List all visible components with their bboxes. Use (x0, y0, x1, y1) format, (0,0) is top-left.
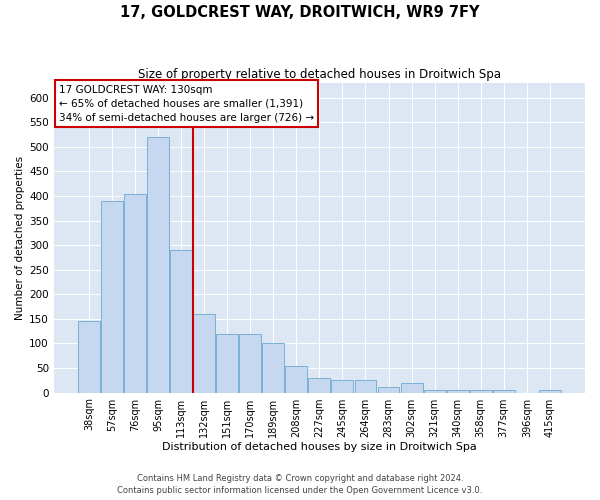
Text: Contains HM Land Registry data © Crown copyright and database right 2024.
Contai: Contains HM Land Registry data © Crown c… (118, 474, 482, 495)
Y-axis label: Number of detached properties: Number of detached properties (15, 156, 25, 320)
Bar (286, 366, 307, 392)
Bar (355, 380, 376, 392)
Bar (124, 194, 146, 392)
Bar (447, 390, 469, 392)
Bar (424, 390, 446, 392)
Bar (216, 334, 238, 392)
Bar (78, 322, 100, 392)
Bar (101, 201, 123, 392)
Text: 17 GOLDCREST WAY: 130sqm
← 65% of detached houses are smaller (1,391)
34% of sem: 17 GOLDCREST WAY: 130sqm ← 65% of detach… (59, 84, 314, 122)
Bar (147, 137, 169, 392)
Bar (308, 378, 331, 392)
Bar (401, 383, 422, 392)
Bar (331, 380, 353, 392)
Bar (239, 334, 261, 392)
Bar (377, 386, 400, 392)
Bar (539, 390, 561, 392)
X-axis label: Distribution of detached houses by size in Droitwich Spa: Distribution of detached houses by size … (162, 442, 477, 452)
Bar (193, 314, 215, 392)
Bar (470, 390, 491, 392)
Bar (493, 390, 515, 392)
Title: Size of property relative to detached houses in Droitwich Spa: Size of property relative to detached ho… (138, 68, 501, 80)
Bar (262, 344, 284, 392)
Text: 17, GOLDCREST WAY, DROITWICH, WR9 7FY: 17, GOLDCREST WAY, DROITWICH, WR9 7FY (120, 5, 480, 20)
Bar (170, 250, 192, 392)
